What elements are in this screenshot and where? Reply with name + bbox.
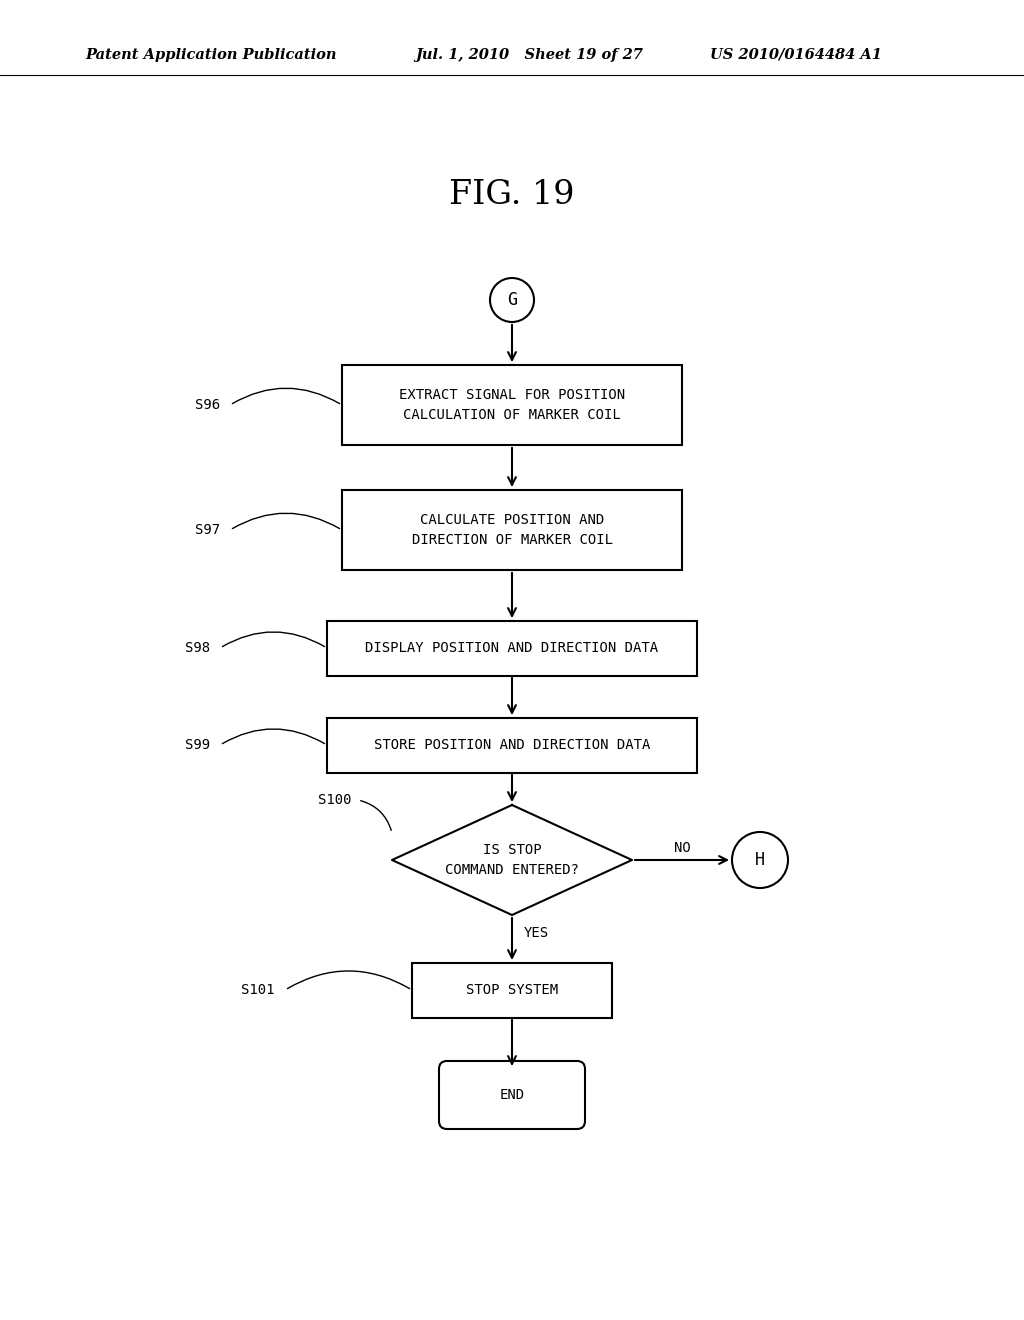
Text: G: G <box>507 290 517 309</box>
FancyBboxPatch shape <box>327 620 697 676</box>
Text: S97: S97 <box>195 523 220 537</box>
FancyBboxPatch shape <box>412 964 612 1018</box>
Text: S96: S96 <box>195 399 220 412</box>
Text: S101: S101 <box>242 983 275 997</box>
Text: US 2010/0164484 A1: US 2010/0164484 A1 <box>710 48 882 62</box>
Text: STOP SYSTEM: STOP SYSTEM <box>466 983 558 997</box>
Text: Patent Application Publication: Patent Application Publication <box>85 48 337 62</box>
Text: S99: S99 <box>185 738 210 752</box>
Text: END: END <box>500 1088 524 1102</box>
FancyBboxPatch shape <box>342 366 682 445</box>
FancyBboxPatch shape <box>342 490 682 570</box>
Text: IS STOP
COMMAND ENTERED?: IS STOP COMMAND ENTERED? <box>445 843 579 876</box>
Text: NO: NO <box>674 841 690 855</box>
Text: H: H <box>755 851 765 869</box>
Text: S100: S100 <box>318 793 351 807</box>
Text: Jul. 1, 2010   Sheet 19 of 27: Jul. 1, 2010 Sheet 19 of 27 <box>415 48 643 62</box>
FancyBboxPatch shape <box>439 1061 585 1129</box>
Text: S98: S98 <box>185 642 210 655</box>
FancyBboxPatch shape <box>327 718 697 774</box>
Text: CALCULATE POSITION AND
DIRECTION OF MARKER COIL: CALCULATE POSITION AND DIRECTION OF MARK… <box>412 513 612 546</box>
Text: YES: YES <box>524 927 549 940</box>
Text: FIG. 19: FIG. 19 <box>450 180 574 211</box>
Text: EXTRACT SIGNAL FOR POSITION
CALCULATION OF MARKER COIL: EXTRACT SIGNAL FOR POSITION CALCULATION … <box>399 388 625 422</box>
Text: DISPLAY POSITION AND DIRECTION DATA: DISPLAY POSITION AND DIRECTION DATA <box>366 642 658 655</box>
Text: STORE POSITION AND DIRECTION DATA: STORE POSITION AND DIRECTION DATA <box>374 738 650 752</box>
